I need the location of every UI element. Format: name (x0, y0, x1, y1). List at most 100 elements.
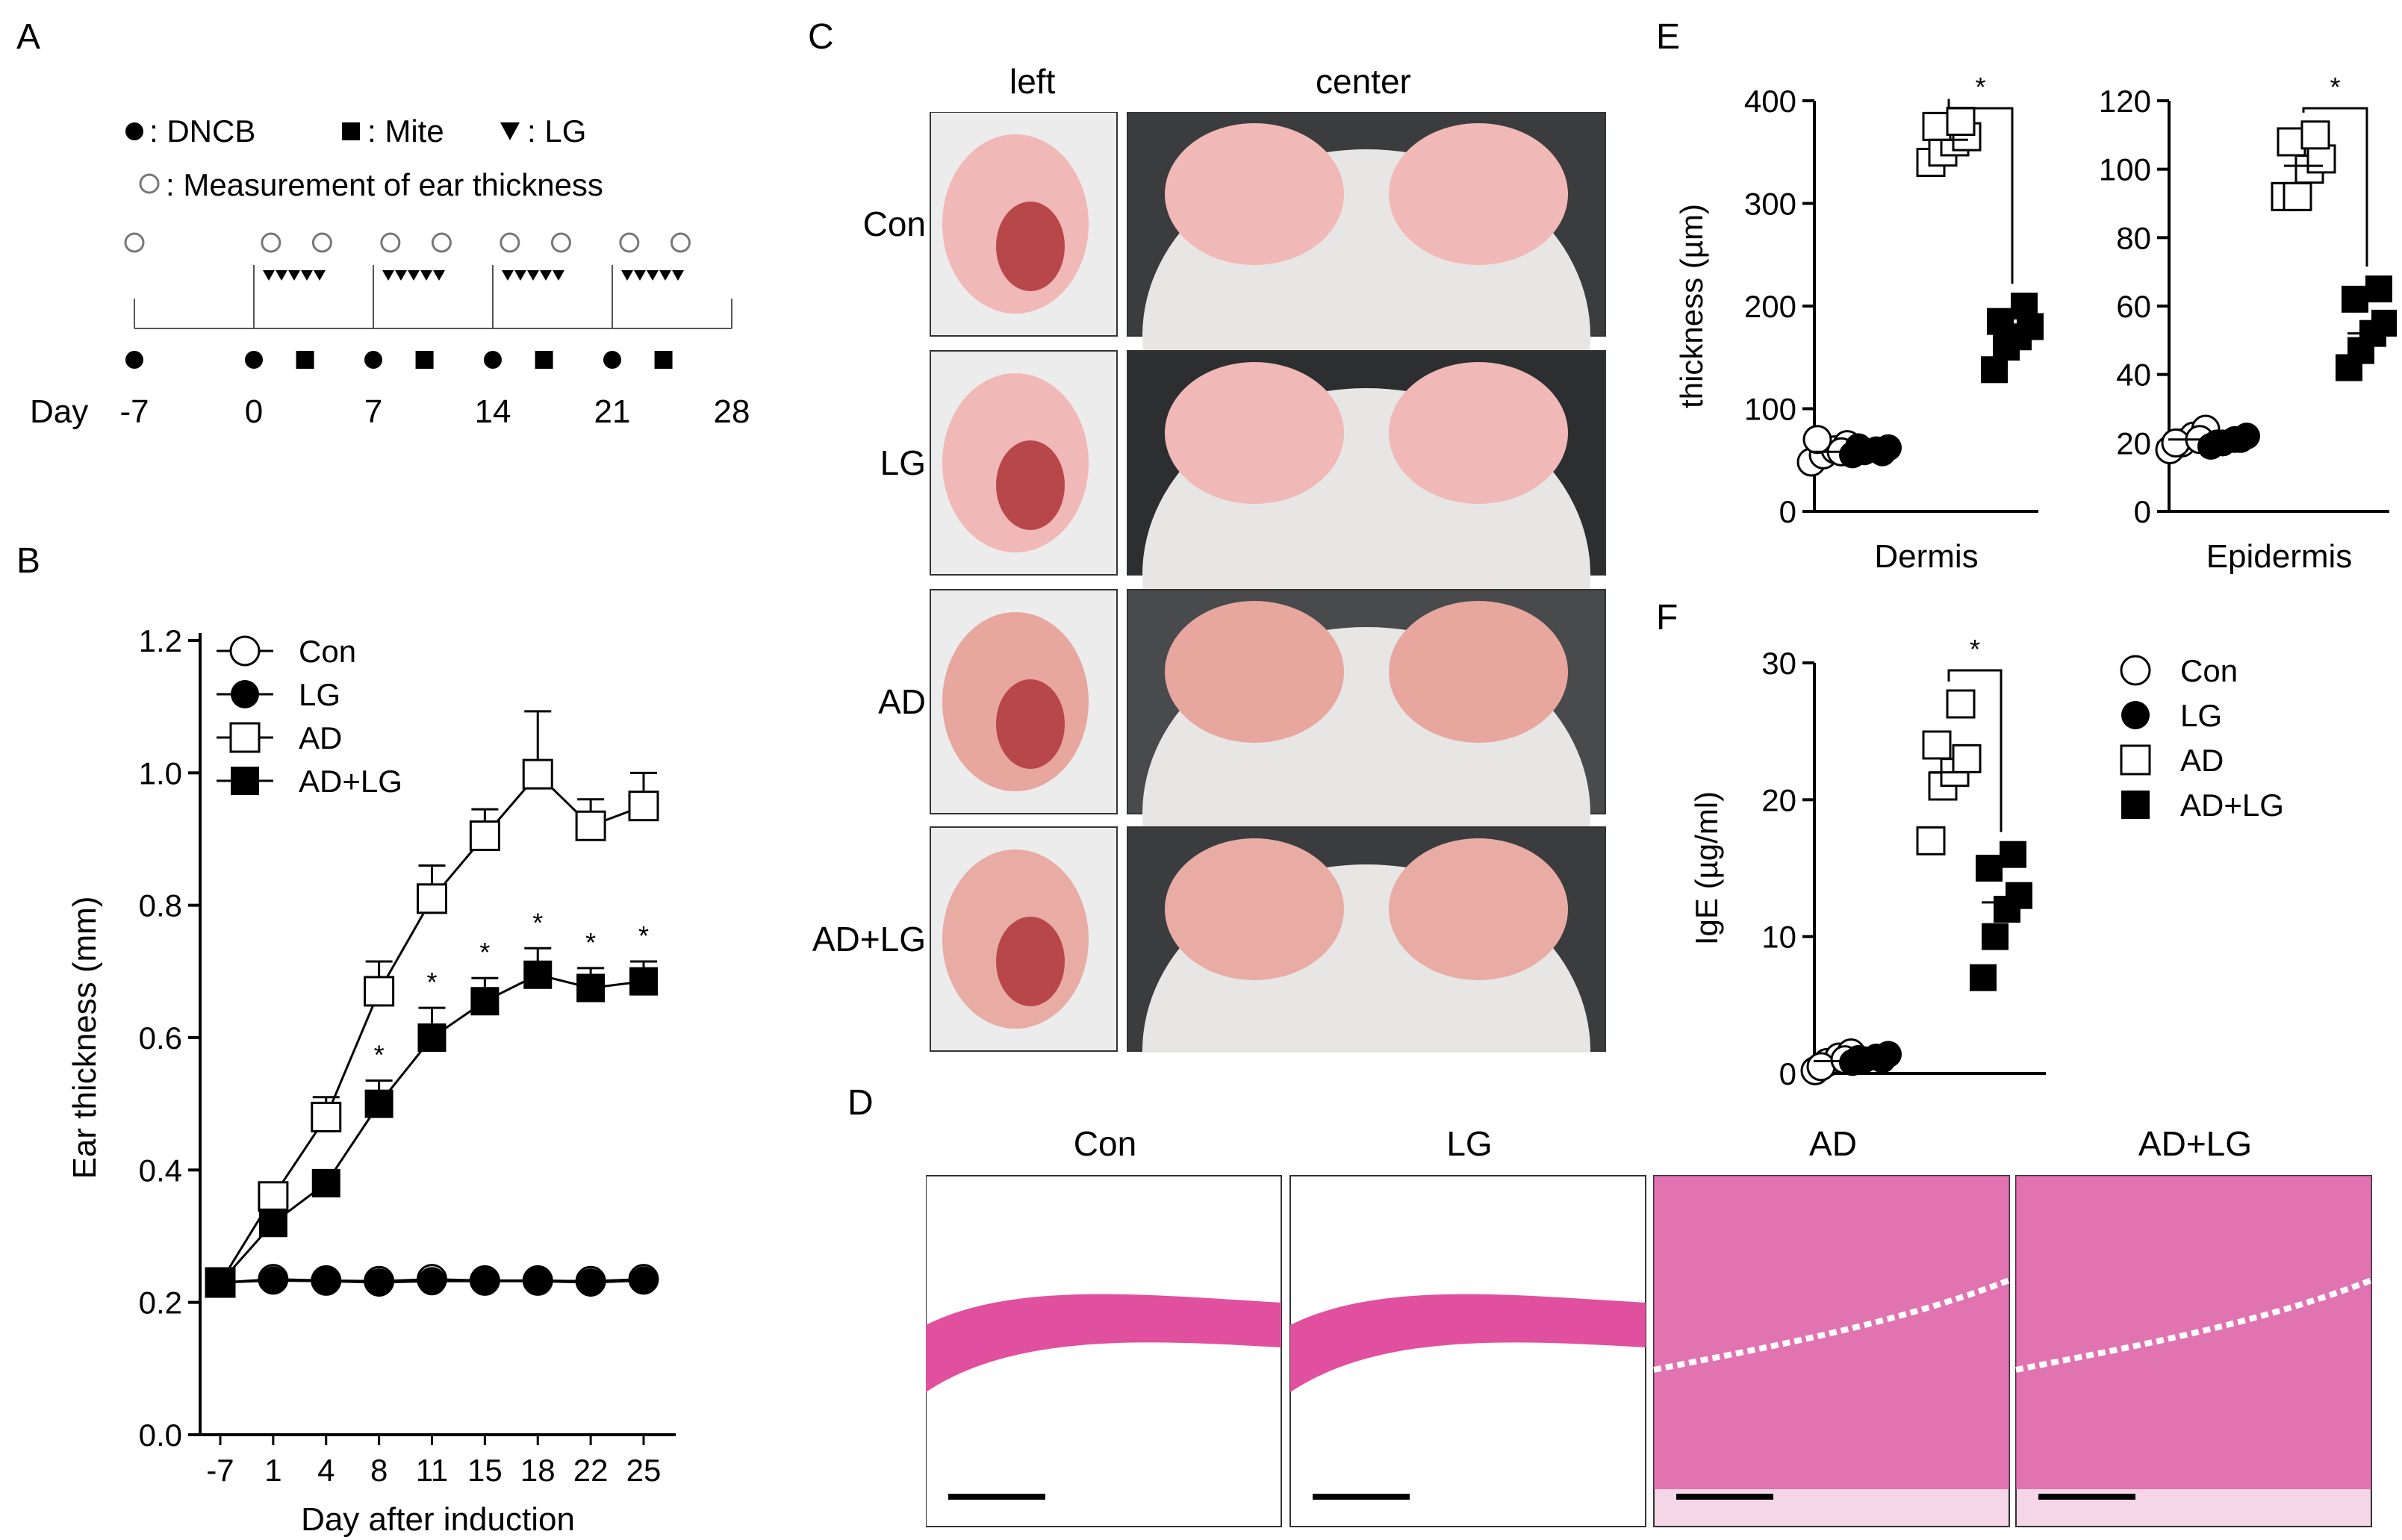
x-axis-label: Epidermis (2206, 538, 2353, 575)
data-point (2227, 425, 2254, 453)
ear-canal (996, 679, 1065, 769)
histology-title: AD (1809, 1124, 1857, 1163)
photo-row-label: LG (880, 443, 926, 482)
data-point (2000, 841, 2026, 868)
day-tick-label: -7 (119, 393, 149, 430)
photo-row-label: Con (863, 205, 926, 243)
photo-row-label: AD+LG (812, 920, 926, 958)
histology-title: LG (1446, 1124, 1492, 1163)
data-point (311, 1169, 340, 1198)
lg-marker (514, 270, 526, 281)
day-axis-label: Day (30, 393, 88, 430)
significance-star: * (1975, 72, 1985, 102)
data-point (1987, 308, 2014, 335)
y-tick-label: 80 (2116, 220, 2151, 255)
y-tick-label: 300 (1744, 187, 1796, 222)
lg-marker (408, 270, 420, 281)
y-tick-label: 100 (2099, 152, 2151, 187)
lg-marker (553, 270, 564, 281)
lg-marker (621, 270, 633, 281)
ear-right-dorsal (1389, 123, 1568, 265)
measure-legend-label: : Measurement of ear thickness (166, 167, 603, 202)
y-tick-label: 400 (1744, 84, 1796, 119)
measure-marker (124, 232, 145, 253)
x-tick-label: 15 (467, 1453, 503, 1488)
data-point (2161, 428, 2191, 458)
data-point (364, 1268, 393, 1297)
data-point (1946, 689, 1976, 719)
y-tick-label: 30 (1761, 646, 1796, 681)
data-point (311, 1267, 340, 1296)
data-point (311, 1101, 342, 1132)
data-point (1946, 107, 1976, 136)
panel-label-e: E (1656, 17, 1681, 57)
schedule-diagram: : DNCB : Mite : LG : Measurement of ear … (30, 113, 750, 430)
legend-label: Con (2180, 653, 2238, 688)
lg-marker (276, 270, 287, 281)
measure-marker (619, 232, 640, 253)
x-axis-label: Day after induction (301, 1501, 575, 1538)
legend-label: LG (2180, 698, 2222, 733)
x-axis-label: Dermis (1874, 538, 1978, 575)
legend-marker (229, 635, 261, 667)
measure-marker (261, 232, 281, 253)
y-tick-label: 0.8 (139, 888, 182, 923)
mite-marker (654, 351, 673, 369)
data-point (470, 1267, 500, 1296)
data-point (1970, 964, 1997, 991)
lg-marker (659, 270, 671, 281)
histology-panels: Con LG AD AD+LG (926, 1124, 2373, 1527)
ige-scatter-chart: 0 10 20 30 * IgE (µg/ml) Con LG AD AD+LG (1689, 634, 2284, 1091)
lg-marker (502, 270, 514, 281)
data-point (576, 973, 606, 1003)
y-axis-label: Ear thickness (mm) (66, 897, 103, 1179)
day-tick-label: 0 (245, 393, 263, 430)
photo-col-center: center (1316, 62, 1411, 101)
ear-thickness-line-chart: 0.0 0.2 0.4 0.6 0.8 1.0 1.2 -7 1 4 8 11 15 18 22 25 Day … (66, 623, 676, 1538)
legend-marker (2121, 701, 2150, 729)
legend-marker (231, 767, 259, 795)
lg-marker (420, 270, 432, 281)
data-point (1806, 1052, 1836, 1082)
data-point (1869, 439, 1896, 467)
ear-left-dorsal (1165, 123, 1344, 265)
ear-left-dorsal (1165, 838, 1344, 980)
significance-star: * (374, 1040, 385, 1070)
data-point (1869, 1046, 1896, 1073)
lg-legend-marker (500, 122, 520, 140)
day-tick-label: 7 (364, 393, 382, 430)
legend-marker (231, 680, 259, 708)
y-axis-label: thickness (µm) (1674, 204, 1709, 408)
y-tick-label: 0 (1779, 494, 1796, 529)
legend-label: AD+LG (2180, 788, 2284, 823)
day-tick-label: 28 (714, 393, 750, 430)
histology-title: AD+LG (2138, 1124, 2252, 1163)
y-tick-label: 200 (1744, 289, 1796, 324)
lg-marker (672, 270, 684, 281)
data-point (258, 1181, 289, 1212)
lg-marker (395, 270, 407, 281)
y-tick-label: 40 (2116, 358, 2151, 393)
ear-canal (996, 440, 1065, 530)
measure-marker (550, 232, 571, 253)
legend-label: AD+LG (299, 764, 402, 799)
panel-label-f: F (1656, 598, 1678, 637)
lg-marker (314, 270, 326, 281)
data-point (2342, 285, 2368, 313)
data-point (629, 1266, 658, 1295)
data-point (523, 960, 553, 989)
dncb-marker (125, 351, 143, 369)
measure-marker (380, 232, 401, 253)
x-tick-label: 22 (573, 1453, 609, 1488)
y-tick-label: 1.0 (139, 755, 182, 791)
significance-star: * (585, 927, 596, 958)
data-point (1845, 433, 1872, 461)
legend-marker (2120, 655, 2151, 686)
legend-marker (229, 722, 261, 753)
data-point (469, 820, 500, 852)
y-tick-label: 100 (1744, 392, 1796, 427)
significance-bracket (1947, 99, 2014, 284)
data-point (364, 1089, 393, 1118)
significance-bracket (1947, 669, 2003, 832)
y-tick-label: 0 (2134, 494, 2151, 529)
